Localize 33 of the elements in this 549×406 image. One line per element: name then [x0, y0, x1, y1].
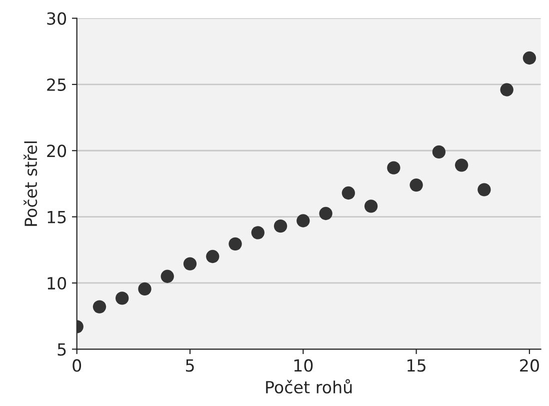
x-tick-label: 10 [294, 359, 313, 372]
point [342, 186, 355, 200]
x-tick-label: 0 [72, 359, 82, 372]
point [183, 257, 197, 270]
x-tick-label: 20 [520, 359, 539, 372]
y-tick-label: 15 [48, 210, 66, 224]
point [92, 300, 106, 314]
y-axis-title: Počet střel [24, 142, 38, 226]
point [296, 214, 310, 228]
point [228, 237, 242, 251]
point [251, 226, 264, 240]
point [138, 282, 152, 296]
point [364, 200, 378, 213]
point [160, 270, 174, 283]
y-tick-label: 30 [47, 12, 66, 25]
point [454, 158, 468, 172]
point [319, 206, 332, 220]
point [274, 219, 288, 233]
point [410, 178, 423, 192]
point [432, 145, 446, 159]
x-tick-label: 5 [186, 359, 194, 372]
point [478, 183, 491, 196]
point [206, 250, 220, 264]
y-tick-label: 5 [58, 343, 66, 356]
point [387, 161, 400, 174]
y-tick-label: 10 [48, 276, 66, 290]
x-axis-title: Počet rohů [266, 379, 352, 394]
y-tick-label: 25 [47, 78, 66, 92]
point [116, 292, 129, 305]
point [500, 83, 514, 96]
point [522, 51, 536, 65]
x-tick-label: 15 [408, 359, 426, 372]
y-tick-label: 20 [47, 144, 66, 158]
